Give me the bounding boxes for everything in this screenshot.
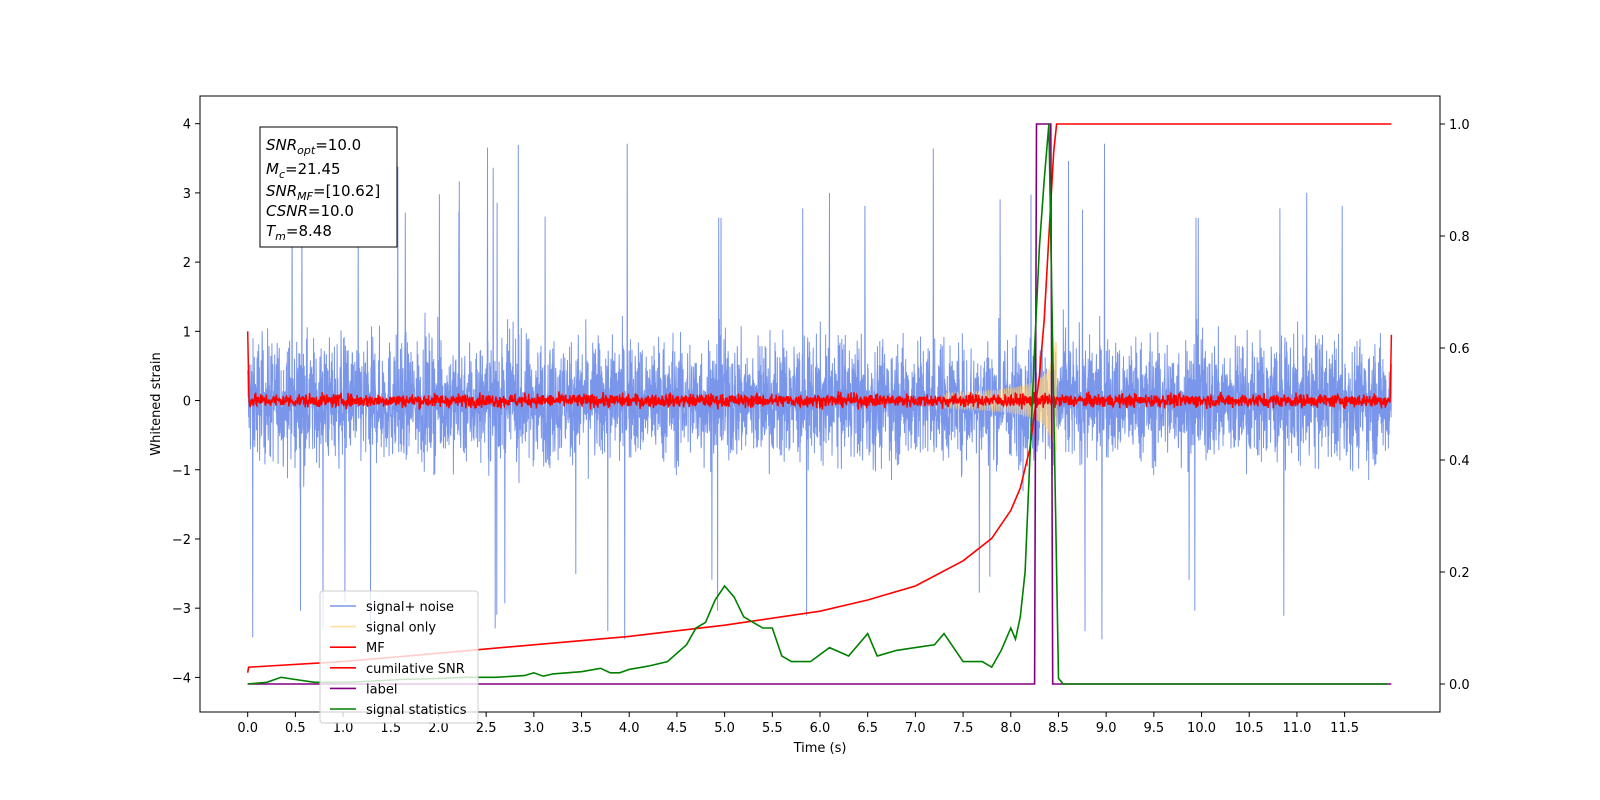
x-tick-label: 1.0	[333, 721, 354, 736]
legend-label: label	[366, 682, 397, 697]
series-cumulative-snr	[246, 123, 1392, 673]
x-tick-label: 10.5	[1235, 721, 1264, 736]
series-mf	[246, 331, 1393, 410]
y-tick-label: 0	[183, 395, 191, 410]
y-tick-label: −1	[172, 464, 191, 479]
x-tick-label: 3.0	[524, 721, 545, 736]
legend: signal+ noise signal only MF cumilative SNR…	[319, 590, 479, 724]
x-tick-label: 8.5	[1048, 721, 1069, 736]
y-tick-label: 2	[183, 256, 191, 271]
x-tick-label: 5.0	[714, 721, 735, 736]
x-tick-label: 11.5	[1330, 721, 1359, 736]
annotation-snr-mf: SNRMF=[10.62]	[266, 182, 380, 203]
x-axis: 0.0 0.5 1.0 1.5 2.0 2.5 3.0 3.5 4.0 4.5 5.0 5.5 6.0 6…	[237, 712, 1359, 736]
legend-label: cumilative SNR	[366, 662, 465, 677]
series-label	[247, 123, 1392, 685]
annotation-merger-time: Tm=8.48	[266, 222, 332, 243]
legend-label: signal+ noise	[366, 600, 454, 615]
annotation-box: SNRopt=10.0 Mc=21.45 SNRMF=[10.62] CSNR=…	[259, 126, 398, 248]
y-right-tick-label: 0.6	[1449, 342, 1470, 357]
x-tick-label: 5.5	[762, 721, 783, 736]
y-right-tick-label: 1.0	[1449, 118, 1470, 133]
series-signal-statistics	[247, 123, 1388, 685]
series-layer	[246, 123, 1393, 685]
y-right-tick-label: 0.2	[1449, 566, 1470, 581]
x-tick-label: 2.0	[428, 721, 449, 736]
legend-label: MF	[366, 641, 385, 656]
x-tick-label: 0.5	[285, 721, 306, 736]
y-tick-label: −4	[172, 671, 191, 686]
x-tick-label: 1.5	[380, 721, 401, 736]
x-tick-label: 11.0	[1282, 721, 1311, 736]
x-tick-label: 10.0	[1187, 721, 1216, 736]
legend-label: signal statistics	[366, 703, 467, 718]
x-tick-label: 3.5	[571, 721, 592, 736]
x-tick-label: 6.0	[810, 721, 831, 736]
x-tick-label: 2.5	[476, 721, 497, 736]
x-tick-label: 7.0	[905, 721, 926, 736]
y-tick-label: −3	[172, 602, 191, 617]
legend-frame	[319, 590, 479, 724]
x-tick-label: 8.0	[1000, 721, 1021, 736]
annotation-snr-opt: SNRopt=10.0	[266, 136, 361, 157]
x-tick-label: 9.0	[1096, 721, 1117, 736]
y-tick-label: 1	[183, 325, 191, 340]
x-tick-label: 4.0	[619, 721, 640, 736]
y-right-tick-label: 0.8	[1449, 230, 1470, 245]
x-tick-label: 4.5	[667, 721, 688, 736]
x-tick-label: 9.5	[1144, 721, 1165, 736]
y-tick-label: 3	[183, 187, 191, 202]
y-tick-label: −2	[172, 533, 191, 548]
x-tick-label: 0.0	[237, 721, 258, 736]
x-tick-label: 6.5	[857, 721, 878, 736]
annotation-chirp-mass: Mc=21.45	[266, 160, 341, 181]
y-axis-left: 4 3 2 1 0 −1 −2 −3 −4	[172, 118, 200, 686]
series-signal-only	[943, 341, 1058, 460]
x-tick-label: 7.5	[953, 721, 974, 736]
y-tick-label: 4	[183, 118, 191, 133]
y-axis-right: 1.0 0.8 0.6 0.4 0.2 0.0	[1440, 118, 1470, 693]
y-right-tick-label: 0.0	[1449, 678, 1470, 693]
annotation-csnr: CSNR=10.0	[266, 202, 354, 220]
legend-label: signal only	[366, 621, 436, 636]
y-right-tick-label: 0.4	[1449, 454, 1470, 469]
y-axis-label: Whitened strain	[149, 352, 164, 455]
x-axis-label: Time (s)	[793, 741, 847, 756]
annotation-frame	[259, 126, 398, 248]
